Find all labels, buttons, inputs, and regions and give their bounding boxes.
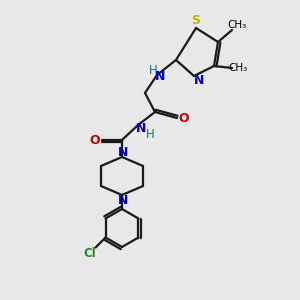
Text: CH₃: CH₃	[228, 63, 248, 73]
Text: O: O	[90, 134, 100, 146]
Text: N: N	[118, 194, 128, 206]
Text: N: N	[194, 74, 204, 86]
Text: H: H	[148, 64, 158, 76]
Text: H: H	[146, 128, 154, 142]
Text: N: N	[118, 146, 128, 158]
Text: Cl: Cl	[83, 247, 96, 260]
Text: CH₃: CH₃	[227, 20, 247, 30]
Text: O: O	[179, 112, 189, 124]
Text: S: S	[191, 14, 200, 28]
Text: N: N	[155, 70, 165, 83]
Text: N: N	[136, 122, 146, 136]
